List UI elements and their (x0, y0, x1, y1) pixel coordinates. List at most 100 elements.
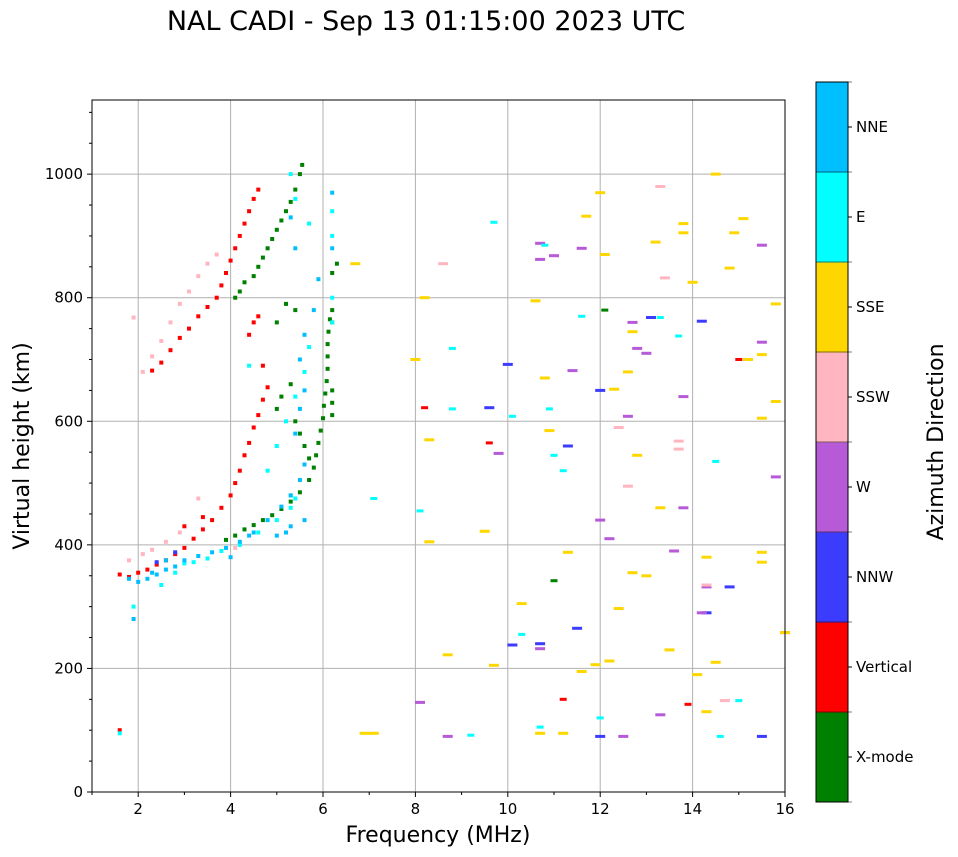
echo-point-nnw (572, 626, 583, 630)
echo-point-nne (297, 478, 302, 482)
echo-point-sse (756, 550, 767, 554)
echo-point-x-mode (601, 308, 609, 312)
echo-point-x-mode (323, 391, 328, 396)
echo-point-sse (622, 370, 633, 374)
echo-point-nne (251, 530, 256, 535)
echo-point-sse (609, 387, 620, 391)
echo-point-e (247, 363, 252, 368)
echo-point-vertical (219, 283, 224, 288)
echo-point-vertical (247, 332, 252, 337)
echo-point-x-mode (334, 261, 339, 266)
echo-point-sse (756, 416, 767, 420)
echo-point-vertical (205, 305, 210, 309)
echo-point-w (678, 395, 689, 399)
echo-point-vertical (265, 385, 270, 390)
echo-point-vertical (735, 358, 743, 361)
echo-point-e (578, 314, 586, 318)
echo-point-sse (544, 429, 555, 433)
echo-point-nne (265, 518, 270, 523)
echo-point-vertical (150, 368, 155, 373)
echo-point-nne (145, 576, 150, 581)
x-tick-label: 6 (318, 800, 328, 818)
echo-point-x-mode (314, 453, 319, 458)
echo-point-w (701, 585, 712, 589)
echo-point-e (541, 243, 549, 247)
echo-point-nne (182, 558, 187, 563)
echo-point-x-mode (325, 366, 330, 371)
echo-point-ssw (131, 315, 136, 320)
echo-point-nne (131, 617, 136, 621)
echo-point-vertical (168, 348, 173, 353)
echo-point-nnw (507, 643, 518, 647)
echo-point-e (237, 542, 242, 547)
echo-point-vertical (233, 481, 238, 486)
echo-point-x-mode (325, 354, 330, 359)
echo-point-x-mode (302, 444, 307, 448)
echo-point-x-mode (330, 388, 335, 393)
echo-point-sse (738, 217, 749, 221)
colorbar-tick-label: Vertical (856, 658, 912, 676)
echo-point-nne (163, 558, 168, 563)
echo-point-nne (210, 550, 215, 555)
echo-point-sse (687, 280, 698, 284)
echo-point-vertical (182, 524, 187, 529)
echo-point-nne (302, 388, 307, 393)
echo-point-sse (627, 571, 638, 575)
echo-point-e (293, 496, 298, 501)
y-tick-label: 200 (54, 659, 83, 677)
colorbar-swatch-w (816, 442, 848, 533)
echo-point-sse (350, 262, 361, 266)
echo-point-x-mode (307, 478, 312, 482)
echo-point-nne (196, 554, 201, 558)
echo-point-vertical (196, 314, 201, 319)
echo-point-x-mode (279, 507, 284, 511)
echo-point-sse (368, 731, 379, 735)
echo-point-x-mode (274, 406, 279, 411)
echo-point-vertical (247, 440, 252, 445)
y-tick-label: 0 (73, 783, 83, 801)
echo-point-x-mode (284, 301, 288, 306)
echo-point-sse (627, 330, 638, 334)
echo-point-e (302, 369, 307, 374)
colorbar-tick-label: NNW (856, 568, 893, 586)
echo-point-nne (297, 406, 302, 411)
echo-point-sse (729, 231, 740, 235)
echo-point-vertical (256, 187, 261, 192)
echo-point-nne (302, 332, 307, 337)
echo-point-nne (154, 572, 159, 577)
echo-point-nne (288, 493, 293, 498)
echo-point-x-mode (316, 440, 321, 445)
colorbar-swatch-vertical (816, 622, 848, 713)
echo-point-w (655, 713, 666, 717)
echo-point-e (545, 407, 553, 411)
echo-point-x-mode (274, 227, 279, 232)
echo-point-sse (710, 660, 721, 664)
echo-point-e (508, 414, 516, 418)
echo-point-sse (576, 670, 587, 673)
echo-point-sse (424, 540, 435, 544)
echo-point-e (448, 407, 456, 411)
echo-point-x-mode (242, 280, 247, 285)
echo-point-x-mode (311, 465, 316, 470)
echo-point-nne (224, 545, 228, 550)
echo-point-ssw (233, 545, 238, 550)
y-tick-label: 400 (54, 536, 83, 554)
echo-point-sse (479, 529, 490, 533)
echo-point-ssw (659, 276, 670, 280)
echo-point-vertical (177, 335, 182, 340)
echo-point-x-mode (293, 308, 298, 313)
echo-point-nnw (154, 560, 159, 565)
echo-point-ssw (140, 552, 145, 557)
echo-point-nnw (562, 444, 573, 448)
echo-point-e (256, 530, 261, 535)
echo-point-nne (288, 215, 293, 220)
x-tick-label: 10 (498, 800, 517, 818)
echo-point-vertical (228, 493, 233, 498)
echo-point-vertical (256, 413, 261, 418)
echo-point-x-mode (233, 533, 238, 538)
echo-point-w (627, 320, 638, 324)
echo-point-vertical (242, 453, 247, 458)
echo-point-x-mode (237, 289, 242, 294)
echo-point-nnw (646, 316, 656, 319)
